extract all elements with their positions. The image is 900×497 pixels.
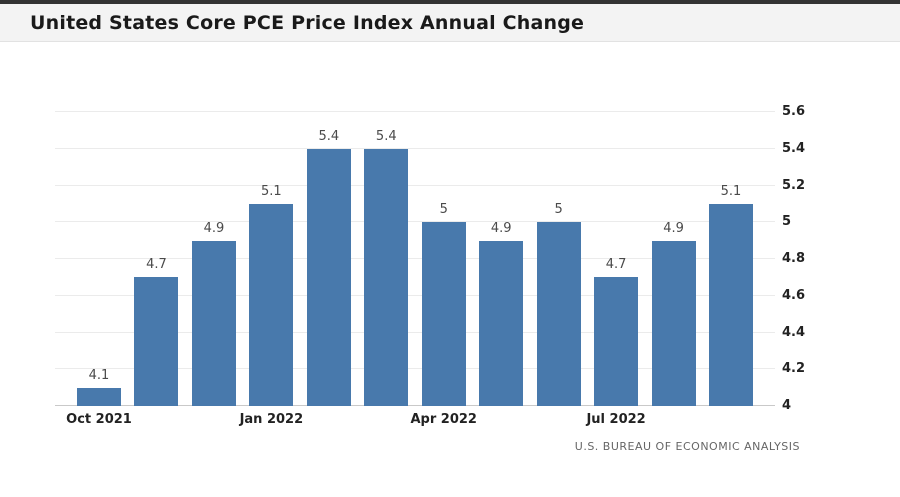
- gridline: [55, 368, 775, 370]
- gridline: [55, 294, 775, 296]
- bar[interactable]: [249, 203, 294, 406]
- bar-value-label: 4.9: [490, 220, 512, 236]
- bar-group: 4.9: [191, 220, 236, 406]
- bar[interactable]: [306, 148, 351, 406]
- page-title: United States Core PCE Price Index Annua…: [30, 11, 585, 34]
- bar-value-label: 4.1: [88, 367, 110, 383]
- bars: 4.1 4.7 4.9 5.1 5.4 5.4 5 4.9 5 4.7 4.9 5.1: [55, 112, 775, 406]
- bar[interactable]: [708, 203, 753, 406]
- plot-area: 4.1 4.7 4.9 5.1 5.4 5.4 5 4.9 5 4.7 4.9 5.1: [55, 111, 775, 406]
- gridline: [55, 147, 775, 149]
- y-tick-label: 5.4: [782, 140, 806, 156]
- bar[interactable]: [536, 222, 581, 406]
- y-tick-label: 5.6: [782, 104, 806, 119]
- y-tick-label: 5: [782, 214, 792, 230]
- y-tick-label: 4.2: [782, 361, 806, 377]
- y-tick-label: 5.2: [782, 177, 806, 193]
- bar-group: 5: [536, 202, 581, 406]
- bar-value-label: 4.9: [663, 220, 684, 236]
- bar[interactable]: [651, 240, 696, 406]
- bar-group: 4.1: [77, 368, 121, 406]
- y-tick-label: 4.4: [782, 324, 806, 340]
- source-attribution: U.S. BUREAU OF ECONOMIC ANALYSIS: [574, 440, 800, 453]
- gridline: [55, 221, 775, 223]
- bar-group: 4.9: [651, 220, 696, 406]
- y-tick-label: 4.8: [782, 251, 806, 266]
- bar[interactable]: [594, 277, 639, 406]
- bar[interactable]: [421, 222, 466, 406]
- gridline: [55, 331, 775, 333]
- bar-group: 4.7: [594, 257, 639, 406]
- x-axis-baseline: [55, 405, 775, 406]
- x-tick-label: Apr 2022: [410, 412, 477, 427]
- bar-group: 5.4: [306, 128, 351, 406]
- bar-group: 5.1: [249, 183, 294, 406]
- y-axis: 4 4.2 4.4 4.6 4.8 5 5.2 5.4 5.6: [782, 104, 832, 413]
- bar-value-label: 5: [439, 202, 448, 218]
- bar-value-label: 4.7: [146, 257, 167, 273]
- gridline: [55, 111, 775, 112]
- bar[interactable]: [134, 277, 179, 406]
- bar-value-label: 5: [554, 202, 563, 218]
- bar-group: 5.4: [364, 128, 409, 406]
- gridline: [55, 184, 775, 186]
- bar[interactable]: [191, 240, 236, 406]
- bar[interactable]: [364, 148, 409, 406]
- x-tick-label: Oct 2021: [66, 412, 132, 427]
- bar-value-label: 5.4: [375, 128, 397, 144]
- bar-group: 5: [421, 202, 466, 406]
- y-tick-label: 4.6: [782, 287, 806, 303]
- chart-header: United States Core PCE Price Index Annua…: [0, 0, 900, 42]
- x-axis: Oct 2021 Jan 2022 Apr 2022 Jul 2022: [55, 412, 775, 432]
- y-tick-label: 4: [782, 398, 792, 413]
- bar[interactable]: [479, 240, 524, 406]
- bar-value-label: 5.1: [261, 183, 282, 199]
- bar-value-label: 5.4: [318, 128, 340, 144]
- x-tick-label: Jul 2022: [586, 412, 646, 427]
- bar-group: 5.1: [708, 183, 753, 406]
- bar-value-label: 4.9: [203, 220, 225, 236]
- bar-group: 4.7: [134, 257, 179, 406]
- bar-value-label: 4.7: [605, 257, 627, 273]
- bar-value-label: 5.1: [720, 183, 742, 199]
- x-tick-label: Jan 2022: [239, 412, 304, 427]
- chart-card: 4.1 4.7 4.9 5.1 5.4 5.4 5 4.9 5 4.7 4.9 5.1 4 4.2 4.4…: [22, 88, 878, 473]
- bar-group: 4.9: [479, 220, 524, 406]
- gridline: [55, 258, 775, 259]
- bar[interactable]: [77, 387, 121, 406]
